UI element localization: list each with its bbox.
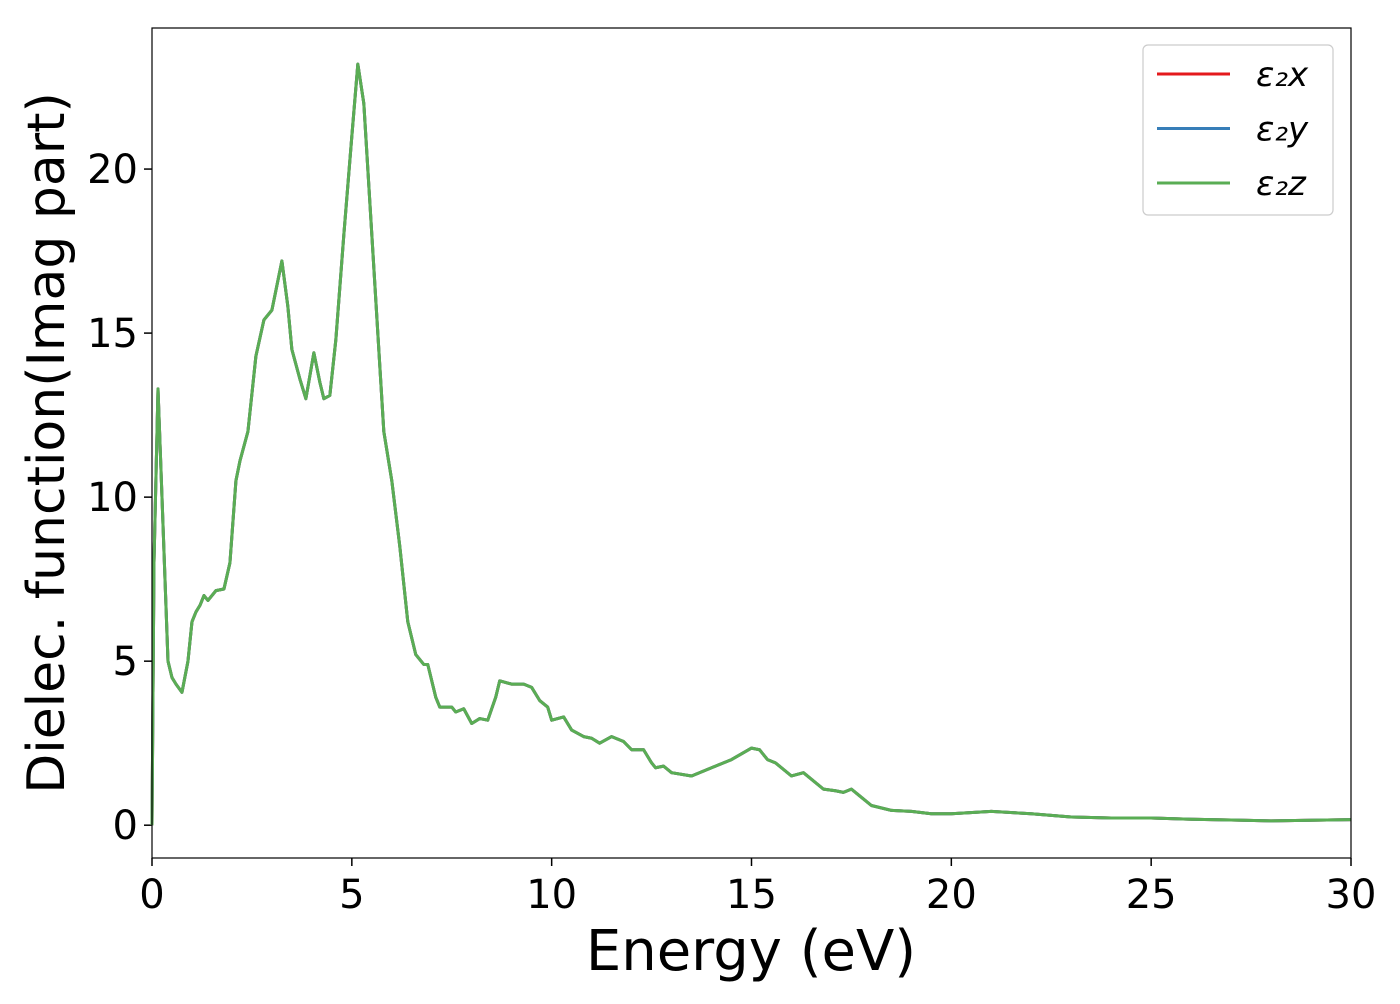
x-tick-label: 15 — [726, 872, 777, 918]
y-tick-label: 0 — [113, 803, 138, 849]
series-line — [150, 62, 1352, 826]
legend-label: ε₂y — [1256, 110, 1309, 150]
y-tick-label: 5 — [113, 639, 138, 685]
plot-frame — [151, 27, 1352, 859]
x-tick-label: 25 — [1126, 872, 1177, 918]
x-tick-label: 30 — [1326, 872, 1377, 918]
y-tick-label: 20 — [87, 147, 138, 193]
x-tick-label: 0 — [139, 872, 164, 918]
y-axis-label: Dielec. function(Imag part) — [17, 92, 77, 794]
legend-label: ε₂x — [1256, 55, 1309, 95]
x-axis-label: Energy (eV) — [586, 919, 916, 984]
legend-box — [1142, 44, 1334, 216]
x-tick-label: 10 — [526, 872, 577, 918]
x-tick-label: 20 — [926, 872, 977, 918]
y-tick-label: 15 — [87, 311, 138, 357]
x-tick-label: 5 — [339, 872, 364, 918]
y-tick-label: 10 — [87, 475, 138, 521]
legend-label: ε₂z — [1256, 164, 1307, 204]
